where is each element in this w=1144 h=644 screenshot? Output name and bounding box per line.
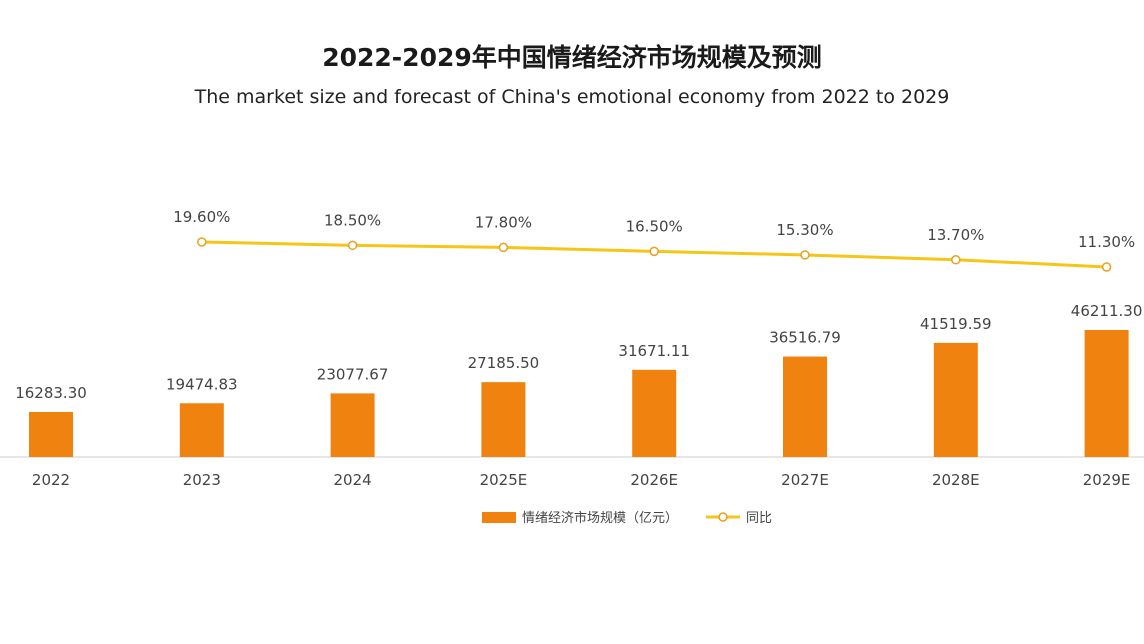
legend-bar-label: 情绪经济市场规模（亿元）	[522, 510, 678, 526]
legend-bar-swatch	[482, 512, 516, 523]
bar-value-label: 41519.59	[920, 315, 992, 333]
bar-value-label: 31671.11	[618, 342, 690, 360]
yoy-value-label: 11.30%	[1078, 233, 1135, 251]
chart-subtitle: The market size and forecast of China's …	[194, 86, 950, 108]
chart-title: 2022-2029年中国情绪经济市场规模及预测	[322, 43, 822, 72]
yoy-value-label: 19.60%	[173, 208, 230, 226]
x-tick-label: 2023	[183, 471, 221, 489]
x-tick-label: 2028E	[932, 471, 980, 489]
yoy-point	[498, 242, 509, 253]
x-tick-label: 2022	[32, 471, 70, 489]
yoy-point	[800, 250, 810, 260]
bar	[632, 369, 677, 457]
bar-value-label: 23077.67	[317, 365, 389, 383]
x-tick-label: 2024	[334, 471, 372, 489]
x-tick-label: 2026E	[630, 471, 678, 489]
bar	[783, 356, 827, 457]
x-tick-label: 2027E	[781, 471, 829, 489]
yoy-point	[1101, 262, 1112, 272]
bar	[1084, 330, 1129, 457]
yoy-value-label: 17.80%	[475, 213, 532, 231]
bar-value-label: 36516.79	[769, 329, 841, 347]
legend-line-marker	[718, 512, 728, 522]
bar	[933, 342, 978, 457]
x-tick-label: 2029E	[1083, 471, 1131, 489]
bar	[29, 412, 73, 457]
yoy-value-label: 18.50%	[324, 211, 381, 229]
yoy-value-label: 16.50%	[626, 217, 683, 235]
bar-value-label: 16283.30	[15, 384, 87, 402]
yoy-point	[197, 237, 207, 247]
yoy-point	[347, 240, 358, 251]
yoy-point	[951, 255, 961, 265]
bar	[481, 382, 526, 457]
bar-value-label: 19474.83	[166, 375, 238, 393]
legend-line-label: 同比	[746, 511, 772, 526]
bar-value-label: 46211.30	[1071, 302, 1143, 320]
bar-value-label: 27185.50	[468, 354, 540, 372]
x-tick-label: 2025E	[480, 471, 528, 489]
yoy-point	[649, 246, 659, 257]
yoy-value-label: 15.30%	[776, 221, 833, 239]
yoy-value-label: 13.70%	[927, 226, 984, 244]
bar	[330, 393, 375, 457]
bar	[179, 403, 224, 457]
